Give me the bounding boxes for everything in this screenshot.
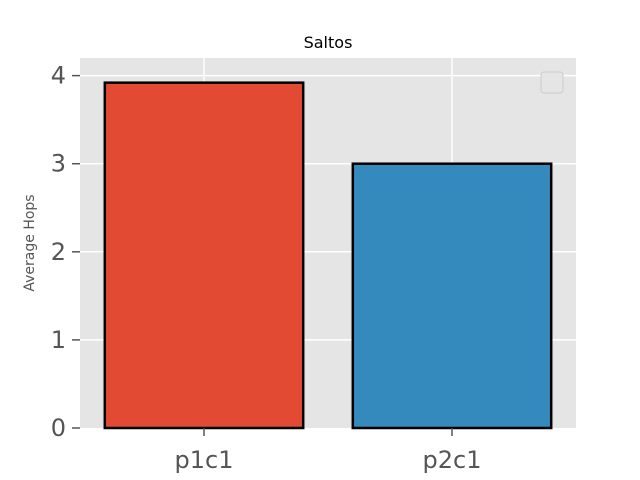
y-ticks: 0 1 2 3 4 <box>51 62 80 442</box>
y-tick-label: 0 <box>51 414 66 442</box>
bar-p1c1 <box>103 81 305 430</box>
y-tick-label: 3 <box>51 150 66 178</box>
y-axis-label: Average Hops <box>22 194 38 291</box>
bar-p2c1 <box>351 162 553 430</box>
x-tick-label: p1c1 <box>175 446 234 474</box>
y-tick-label: 1 <box>51 326 66 354</box>
y-tick-label: 2 <box>51 238 66 266</box>
x-ticks: p1c1 p2c1 <box>175 428 482 474</box>
legend-box <box>540 71 564 94</box>
x-tick-label: p2c1 <box>423 446 482 474</box>
y-tick-label: 4 <box>51 62 66 90</box>
bars <box>103 81 553 430</box>
chart-title: Saltos <box>304 33 353 52</box>
